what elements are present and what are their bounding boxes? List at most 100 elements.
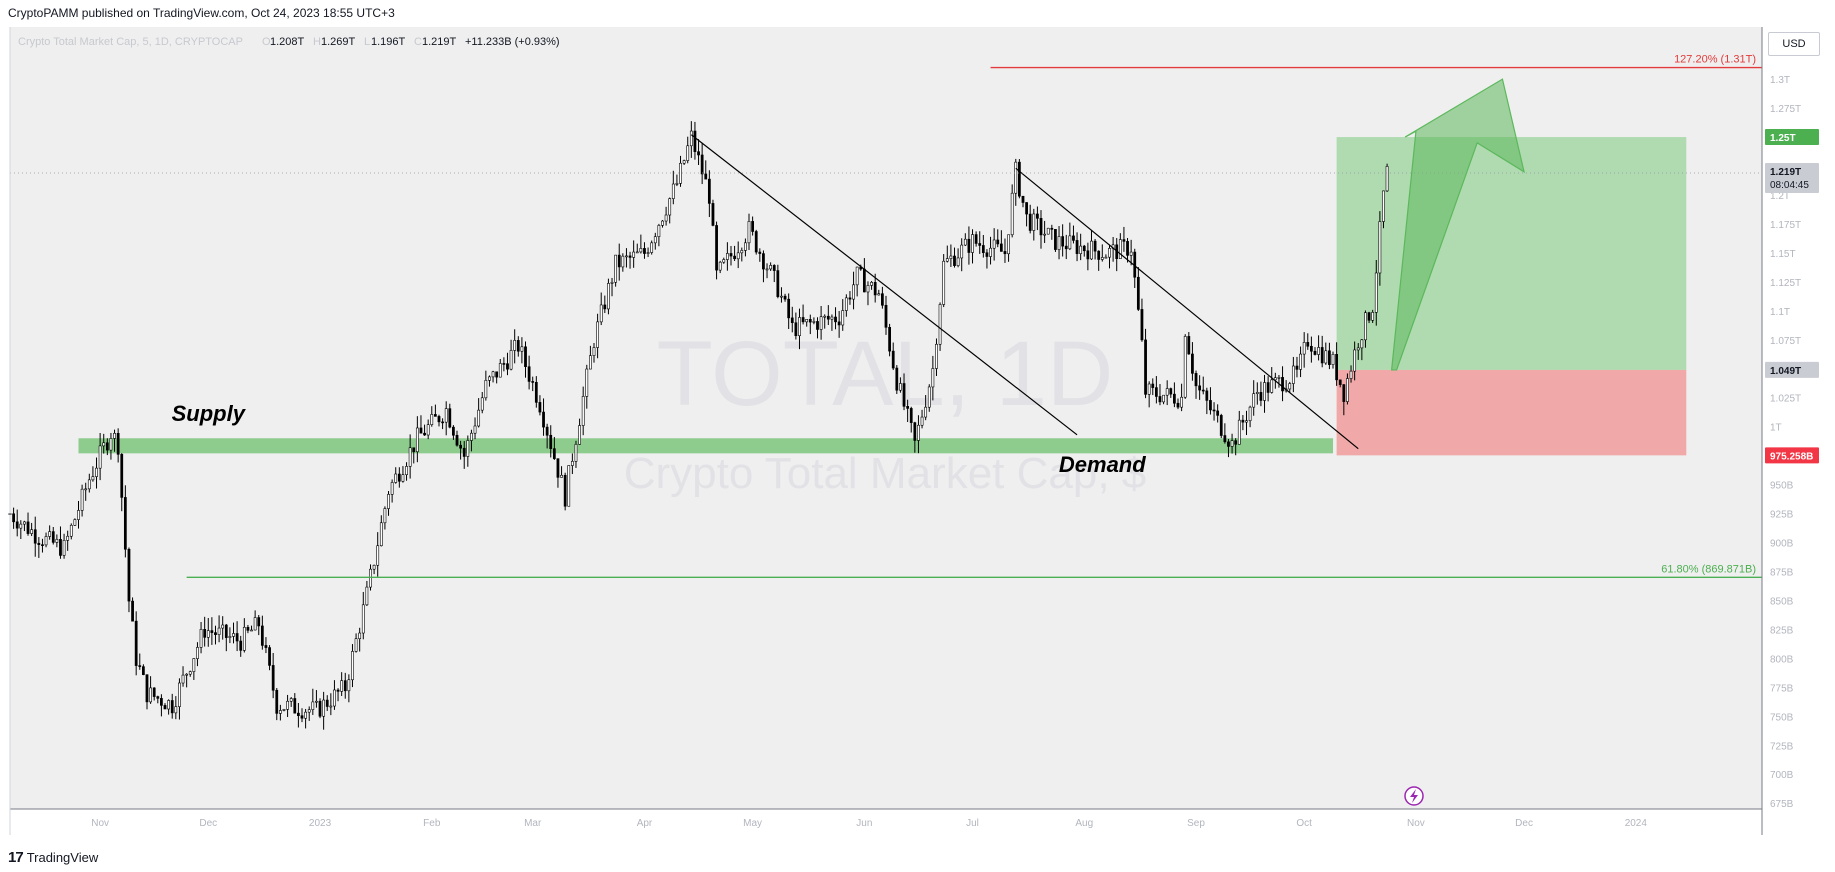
x-tick-label: Jul <box>966 818 979 829</box>
candle <box>661 220 664 228</box>
candle-body <box>992 239 996 249</box>
candle-body <box>1385 166 1389 192</box>
candle <box>931 355 935 401</box>
candle <box>625 248 628 268</box>
currency-selector[interactable]: USD <box>1768 32 1820 56</box>
x-tick-label: Dec <box>199 818 217 829</box>
candle-body <box>163 705 167 710</box>
candle <box>769 262 773 271</box>
candle-body <box>206 630 210 638</box>
candle-body <box>333 689 336 707</box>
candle <box>884 295 888 335</box>
candle-body <box>462 447 466 457</box>
candle-body <box>751 221 754 232</box>
candle-body <box>1310 345 1313 352</box>
candle-body <box>415 427 419 453</box>
candle-body <box>542 411 545 428</box>
candle <box>722 257 726 264</box>
candle-body <box>668 198 672 216</box>
candle-body <box>949 255 953 259</box>
candle <box>772 264 776 283</box>
candle-body <box>805 319 809 323</box>
candle <box>333 680 336 710</box>
x-tick-label: Jun <box>856 818 872 829</box>
candle-body <box>981 245 985 254</box>
candle <box>232 622 235 644</box>
lightning-icon[interactable] <box>1404 786 1424 806</box>
candle <box>992 228 996 261</box>
candle <box>1198 375 1202 400</box>
candle <box>902 373 906 411</box>
candle-body <box>1367 312 1371 321</box>
candle <box>751 216 754 236</box>
candle <box>91 466 95 482</box>
candle <box>621 253 625 272</box>
candle-body <box>426 424 430 436</box>
candle-body <box>1176 402 1180 408</box>
candle-body <box>671 183 675 199</box>
candle-body <box>1003 251 1007 255</box>
candle <box>697 139 700 166</box>
y-tick-label: 1.025T <box>1770 394 1801 405</box>
candle <box>711 199 715 227</box>
candle <box>917 415 920 454</box>
y-tick-label: 900B <box>1770 539 1794 550</box>
candle-body <box>1259 392 1263 401</box>
candle <box>498 358 502 378</box>
candle <box>495 371 499 384</box>
candle-body <box>1263 382 1266 401</box>
candle <box>671 170 675 205</box>
candle <box>585 364 589 409</box>
candle-body <box>37 542 41 545</box>
candle <box>971 229 974 264</box>
candle <box>192 658 196 680</box>
candle-body <box>913 422 917 441</box>
candle <box>718 260 722 274</box>
candle <box>383 506 387 530</box>
trendline-april <box>690 134 1078 436</box>
legend-row: Crypto Total Market Cap, 5, 1D, CRYPTOCA… <box>18 36 560 48</box>
candle-body <box>563 474 567 507</box>
candle <box>740 247 744 262</box>
candle <box>142 664 145 676</box>
candle-body <box>1299 353 1302 370</box>
candle-body <box>509 350 513 370</box>
candle-body <box>488 376 491 381</box>
candle <box>733 245 736 262</box>
candle-body <box>361 604 365 634</box>
candle-body <box>116 433 120 455</box>
supply-demand-zone <box>78 438 1334 454</box>
candle-body <box>304 711 307 719</box>
candle-body <box>19 523 23 529</box>
candle <box>545 423 549 449</box>
candle <box>542 398 545 436</box>
candle <box>891 342 895 371</box>
candle <box>852 271 855 310</box>
candle <box>787 293 791 330</box>
footer-brand-label: TradingView <box>26 850 99 865</box>
candle-body <box>625 255 628 258</box>
candle <box>170 693 174 719</box>
candle-body <box>884 304 888 328</box>
candle-body <box>798 317 801 337</box>
candle <box>1183 334 1187 399</box>
candle <box>300 708 304 723</box>
candle-body <box>1173 393 1176 404</box>
candle-body <box>549 434 553 449</box>
candle <box>1007 234 1010 262</box>
candle <box>794 312 798 340</box>
candle-body <box>441 421 444 424</box>
candle <box>1176 398 1180 410</box>
candle <box>59 526 62 559</box>
candle-body <box>556 458 560 478</box>
candle-body <box>920 416 924 426</box>
candle <box>412 447 416 464</box>
candle <box>855 266 859 297</box>
candle-body <box>1165 388 1169 396</box>
candle-body <box>780 295 783 298</box>
candle-body <box>1151 383 1155 388</box>
y-tick-label: 725B <box>1770 741 1794 752</box>
candle <box>37 537 41 558</box>
candle <box>66 530 70 551</box>
